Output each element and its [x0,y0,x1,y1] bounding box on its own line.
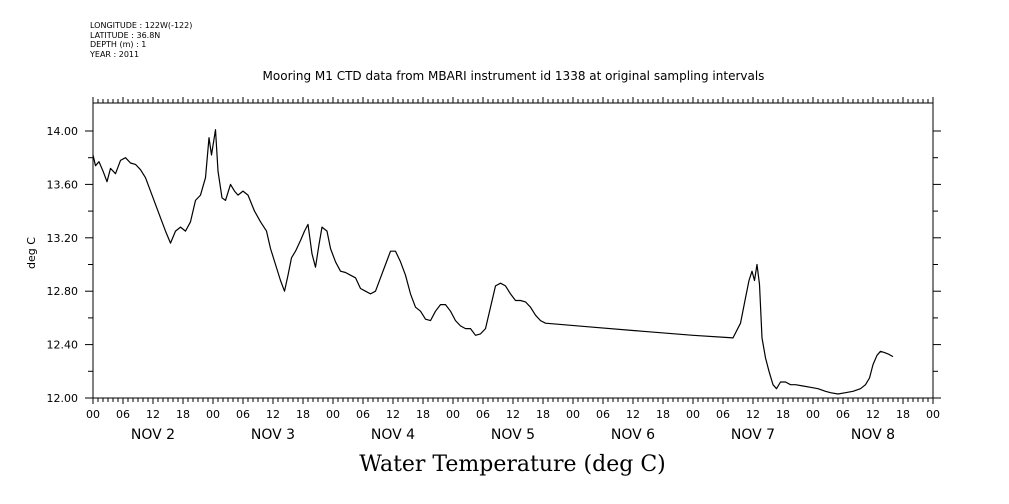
year-label: YEAR : 2011 [90,49,140,59]
y-axis-label: deg C [25,237,38,269]
latitude-label: LATITUDE : 36.8N [90,30,161,40]
y-tick-label: 12.00 [47,392,79,405]
x-tick-labels: 00 06 12 18 00 06 12 18 00 06 12 18 00 06 12 18 00 06 12 18… [86,408,940,421]
day-label: NOV 3 [251,427,295,443]
y-tick-labels: 12.00 12.40 12.80 13.20 13.60 14.00 [47,125,79,405]
x-tick-label: 12 [146,408,160,421]
y-tick-label: 12.40 [47,339,79,352]
x-tick-label: 12 [866,408,880,421]
x-tick-label: 00 [326,408,340,421]
x-tick-label: 12 [746,408,760,421]
x-tick-label: 06 [476,408,490,421]
y-tick-label: 12.80 [47,285,79,298]
day-label: NOV 4 [371,427,415,443]
x-tick-label: 00 [926,408,940,421]
y-tick-label: 13.60 [47,178,79,191]
x-tick-label: 06 [356,408,370,421]
x-tick-label: 06 [836,408,850,421]
x-tick-label: 18 [416,408,430,421]
y-tick-label: 14.00 [47,125,79,138]
x-tick-label: 18 [296,408,310,421]
x-tick-label: 06 [236,408,250,421]
x-tick-label: 00 [86,408,100,421]
axis-ticks [85,97,941,404]
x-tick-label: 06 [596,408,610,421]
x-tick-label: 18 [656,408,670,421]
x-tick-label: 00 [206,408,220,421]
x-tick-label: 18 [776,408,790,421]
x-tick-label: 12 [386,408,400,421]
longitude-label: LONGITUDE : 122W(-122) [90,21,193,30]
day-label: NOV 6 [611,427,655,443]
x-tick-label: 12 [266,408,280,421]
y-tick-label: 13.20 [47,232,79,245]
series-layer [92,129,894,395]
x-tick-label: 00 [446,408,460,421]
x-tick-label: 06 [116,408,130,421]
day-label: NOV 7 [731,427,775,443]
day-labels: NOV 2 NOV 3 NOV 4 NOV 5 NOV 6 NOV 7 NOV 8 [131,427,895,443]
x-tick-label: 12 [626,408,640,421]
day-label: NOV 5 [491,427,535,443]
station-metadata: LONGITUDE : 122W(-122) LATITUDE : 36.8N … [90,21,192,59]
x-tick-label: 00 [566,408,580,421]
depth-label: DEPTH (m) : 1 [90,40,147,49]
x-tick-label: 18 [536,408,550,421]
day-label: NOV 2 [131,427,175,443]
plot-frame [92,102,934,399]
x-axis-label: Water Temperature (deg C) [359,452,666,477]
series-line [92,129,894,395]
chart-title: Mooring M1 CTD data from MBARI instrumen… [262,69,765,83]
x-tick-label: 06 [716,408,730,421]
x-tick-label: 18 [896,408,910,421]
x-tick-label: 00 [806,408,820,421]
x-tick-label: 12 [506,408,520,421]
x-tick-label: 00 [686,408,700,421]
day-label: NOV 8 [851,427,895,443]
x-tick-label: 18 [176,408,190,421]
plot-border [92,102,934,399]
